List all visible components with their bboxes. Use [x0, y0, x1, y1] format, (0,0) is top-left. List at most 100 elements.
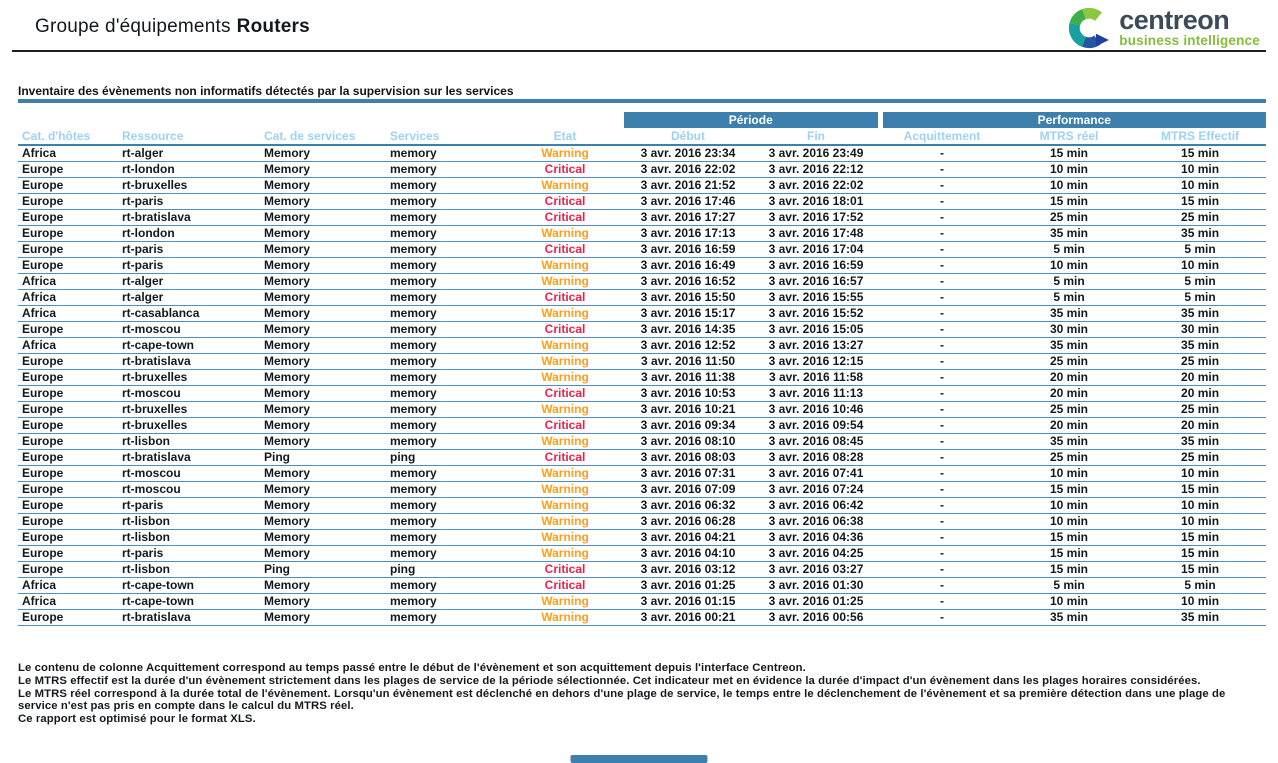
- service-category-cell: Memory: [260, 529, 386, 546]
- resource-cell: rt-bratislava: [118, 353, 260, 370]
- acknowledgement-cell: -: [880, 385, 1005, 402]
- service-category-cell: Memory: [260, 609, 386, 626]
- end-cell: 3 avr. 2016 15:55: [752, 289, 881, 306]
- mtrs-real-cell: 15 min: [1004, 529, 1135, 546]
- table-row: Europe rt-moscou Memory memory Critical 3 avr…: [18, 321, 1267, 338]
- acknowledgement-cell: -: [880, 145, 1005, 162]
- end-cell: 3 avr. 2016 08:45: [752, 433, 881, 450]
- state-cell: Critical: [506, 209, 624, 226]
- acknowledgement-cell: -: [880, 257, 1005, 274]
- start-cell: 3 avr. 2016 01:15: [624, 593, 752, 610]
- acknowledgement-cell: -: [880, 609, 1005, 626]
- service-category-cell: Memory: [260, 193, 386, 210]
- service-category-cell: Memory: [260, 225, 386, 242]
- mtrs-effective-cell: 25 min: [1134, 401, 1267, 418]
- service-cell: memory: [386, 385, 506, 402]
- service-category-cell: Memory: [260, 177, 386, 194]
- state-cell: Warning: [506, 497, 624, 514]
- service-cell: ping: [386, 561, 506, 578]
- host-category-cell: Europe: [18, 497, 118, 514]
- service-category-cell: Memory: [260, 209, 386, 226]
- section-title-underline: [18, 99, 1266, 103]
- host-category-cell: Europe: [18, 417, 118, 434]
- service-cell: memory: [386, 193, 506, 210]
- state-cell: Warning: [506, 273, 624, 290]
- table-row: Europe rt-lisbon Ping ping Critical 3 avr. 20…: [18, 561, 1267, 578]
- host-category-cell: Africa: [18, 577, 118, 594]
- mtrs-real-cell: 5 min: [1004, 289, 1135, 306]
- host-category-cell: Europe: [18, 177, 118, 194]
- state-cell: Warning: [506, 545, 624, 562]
- state-cell: Critical: [506, 417, 624, 434]
- mtrs-real-cell: 15 min: [1004, 193, 1135, 210]
- table-row: Europe rt-bruxelles Memory memory Critical 3 …: [18, 417, 1267, 434]
- resource-cell: rt-alger: [118, 289, 260, 306]
- resource-cell: rt-bruxelles: [118, 369, 260, 386]
- mtrs-effective-cell: 15 min: [1134, 545, 1267, 562]
- state-cell: Critical: [506, 561, 624, 578]
- mtrs-real-cell: 10 min: [1004, 465, 1135, 482]
- events-table: Période Performance Cat. d'hôtes Ressour…: [18, 112, 1267, 626]
- table-row: Europe rt-bruxelles Memory memory Warning 3 a…: [18, 369, 1267, 386]
- host-category-cell: Europe: [18, 241, 118, 258]
- end-cell: 3 avr. 2016 10:46: [752, 401, 881, 418]
- state-cell: Warning: [506, 481, 624, 498]
- start-cell: 3 avr. 2016 08:03: [624, 449, 752, 466]
- resource-cell: rt-bratislava: [118, 209, 260, 226]
- service-cell: memory: [386, 241, 506, 258]
- page-footer-bar: [570, 755, 708, 763]
- host-category-cell: Europe: [18, 433, 118, 450]
- page-title-prefix: Groupe d'équipements: [35, 16, 231, 37]
- state-cell: Critical: [506, 577, 624, 594]
- column-header-acknowledgement: Acquittement: [880, 128, 1005, 146]
- host-category-cell: Europe: [18, 449, 118, 466]
- end-cell: 3 avr. 2016 11:13: [752, 385, 881, 402]
- state-cell: Critical: [506, 161, 624, 178]
- note-line: service n'est pas pris en compte dans le…: [18, 700, 354, 713]
- acknowledgement-cell: -: [880, 193, 1005, 210]
- centreon-c-icon: [1069, 7, 1110, 49]
- service-cell: memory: [386, 337, 506, 354]
- start-cell: 3 avr. 2016 04:21: [624, 529, 752, 546]
- host-category-cell: Africa: [18, 145, 118, 162]
- service-category-cell: Memory: [260, 273, 386, 290]
- acknowledgement-cell: -: [880, 337, 1005, 354]
- table-row: Africa rt-alger Memory memory Warning 3 avr. …: [18, 273, 1267, 290]
- service-cell: memory: [386, 529, 506, 546]
- column-header-host-category: Cat. d'hôtes: [18, 128, 118, 146]
- group-header-performance: Performance: [877, 112, 1267, 128]
- mtrs-real-cell: 35 min: [1004, 609, 1135, 626]
- end-cell: 3 avr. 2016 17:04: [752, 241, 881, 258]
- column-header-end: Fin: [752, 128, 881, 146]
- service-cell: memory: [386, 225, 506, 242]
- column-header-mtrs-real: MTRS réel: [1004, 128, 1135, 146]
- group-header-spacer: [18, 112, 624, 128]
- end-cell: 3 avr. 2016 04:36: [752, 529, 881, 546]
- section-title: Inventaire des évènements non informatif…: [18, 84, 514, 98]
- service-cell: memory: [386, 145, 506, 162]
- state-cell: Warning: [506, 401, 624, 418]
- service-cell: memory: [386, 577, 506, 594]
- state-cell: Critical: [506, 241, 624, 258]
- mtrs-effective-cell: 15 min: [1134, 145, 1267, 162]
- resource-cell: rt-alger: [118, 273, 260, 290]
- service-category-cell: Memory: [260, 353, 386, 370]
- start-cell: 3 avr. 2016 03:12: [624, 561, 752, 578]
- state-cell: Warning: [506, 593, 624, 610]
- mtrs-real-cell: 15 min: [1004, 561, 1135, 578]
- start-cell: 3 avr. 2016 21:52: [624, 177, 752, 194]
- note-line: Le MTRS réel correspond à la durée total…: [18, 687, 1226, 700]
- table-row: Europe rt-bratislava Memory memory Critical 3…: [18, 209, 1267, 226]
- start-cell: 3 avr. 2016 12:52: [624, 337, 752, 354]
- host-category-cell: Europe: [18, 513, 118, 530]
- start-cell: 3 avr. 2016 08:10: [624, 433, 752, 450]
- start-cell: 3 avr. 2016 07:31: [624, 465, 752, 482]
- mtrs-real-cell: 10 min: [1004, 593, 1135, 610]
- state-cell: Warning: [506, 177, 624, 194]
- end-cell: 3 avr. 2016 13:27: [752, 337, 881, 354]
- table-body: Africa rt-alger Memory memory Warning 3 avr. …: [18, 145, 1267, 626]
- state-cell: Critical: [506, 193, 624, 210]
- acknowledgement-cell: -: [880, 209, 1005, 226]
- table-row: Europe rt-paris Memory memory Warning 3 avr. …: [18, 497, 1267, 514]
